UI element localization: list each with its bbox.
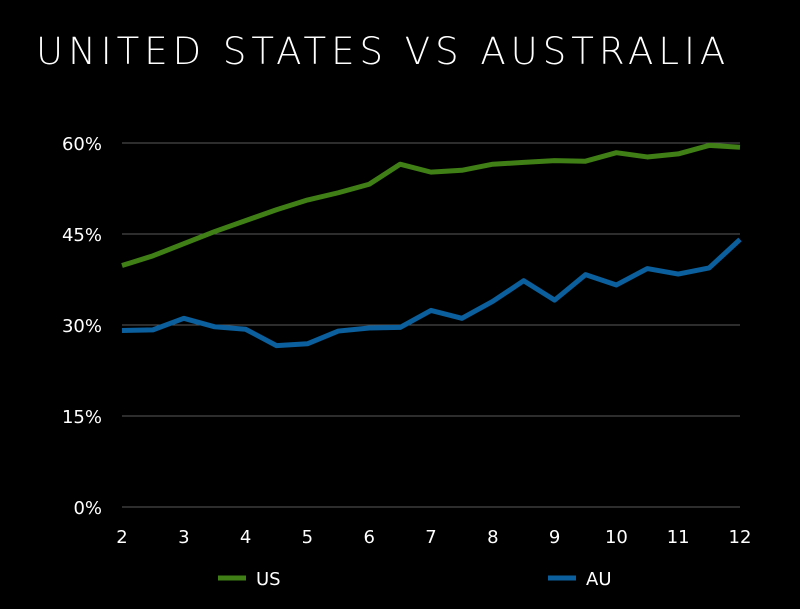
- x-tick-label: 6: [363, 527, 374, 548]
- gridlines: [122, 142, 740, 508]
- x-tick-label: 12: [729, 527, 752, 548]
- chart-title: UNITED STATES VS AUSTRALIA: [36, 30, 731, 73]
- x-tick-label: 10: [605, 527, 628, 548]
- x-tick-label: 11: [667, 527, 690, 548]
- series-line-us: [121, 142, 741, 268]
- x-tick-label: 2: [116, 527, 127, 548]
- series-lines: [121, 142, 742, 349]
- x-tick-label: 3: [178, 527, 189, 548]
- y-tick-label: 0%: [73, 498, 102, 519]
- x-axis-ticks: 2 3 4 5 6 7 8 9 10 11 12: [116, 527, 751, 548]
- x-tick-label: 9: [549, 527, 560, 548]
- legend-label-us: US: [256, 569, 281, 590]
- x-tick-label: 5: [302, 527, 313, 548]
- y-tick-label: 15%: [62, 407, 102, 428]
- x-tick-label: 8: [487, 527, 498, 548]
- y-axis-ticks: 0% 15% 30% 45% 60%: [62, 134, 102, 519]
- y-tick-label: 45%: [62, 225, 102, 246]
- x-tick-label: 4: [240, 527, 251, 548]
- y-tick-label: 30%: [62, 316, 102, 337]
- x-tick-label: 7: [425, 527, 436, 548]
- legend-label-au: AU: [586, 569, 612, 590]
- legend: US AU: [218, 569, 612, 590]
- series-line-au: [121, 237, 742, 349]
- y-tick-label: 60%: [62, 134, 102, 155]
